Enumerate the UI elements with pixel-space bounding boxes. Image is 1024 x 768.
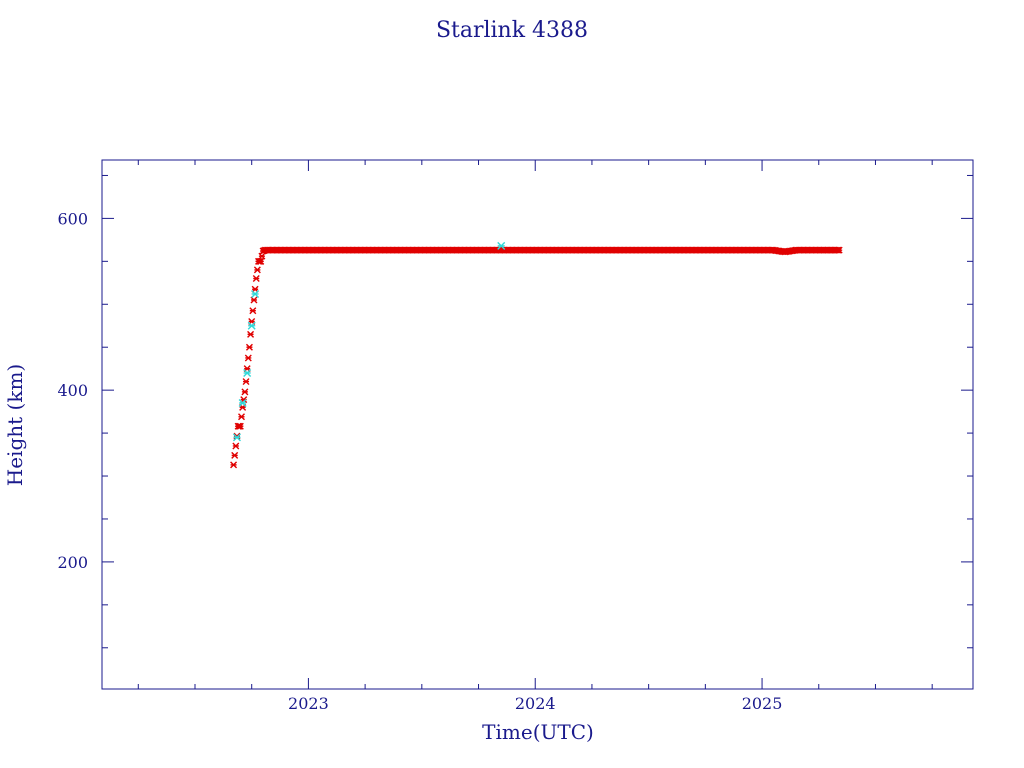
data-point — [241, 388, 249, 396]
data-point — [242, 378, 250, 386]
y-tick-label: 200 — [57, 553, 88, 572]
data-point — [245, 343, 253, 351]
data-point — [250, 296, 258, 304]
y-tick-label: 400 — [57, 381, 88, 400]
data-point — [251, 289, 260, 298]
data-point — [257, 257, 265, 265]
data-point — [247, 321, 256, 330]
x-tick-label: 2023 — [288, 694, 329, 713]
data-point — [252, 275, 260, 283]
data-point — [232, 442, 240, 450]
x-tick-label: 2024 — [515, 694, 556, 713]
data-point — [230, 461, 238, 469]
data-point — [258, 252, 266, 260]
y-axis-label: Height (km) — [3, 364, 27, 486]
data-point — [253, 266, 261, 274]
data-point — [243, 368, 252, 377]
data-point — [238, 413, 245, 421]
data-point — [238, 399, 247, 408]
data-point — [244, 354, 252, 362]
data-point — [835, 246, 843, 254]
tick-labels: 2023 2024 2025 200 400 600 — [57, 209, 782, 713]
data-point — [236, 422, 244, 430]
data-point — [232, 433, 241, 442]
x-tick-label: 2025 — [742, 694, 783, 713]
x-axis-label: Time(UTC) — [482, 720, 594, 744]
data-point — [249, 307, 257, 315]
chart-title: Starlink 4388 — [436, 18, 588, 43]
minor-ticks — [102, 160, 973, 689]
data-point — [247, 330, 255, 338]
major-ticks — [102, 160, 973, 689]
data-point — [231, 451, 239, 459]
data-point — [497, 241, 506, 250]
data-points — [230, 241, 843, 469]
y-tick-label: 600 — [57, 209, 88, 228]
plot-frame — [101, 159, 974, 690]
